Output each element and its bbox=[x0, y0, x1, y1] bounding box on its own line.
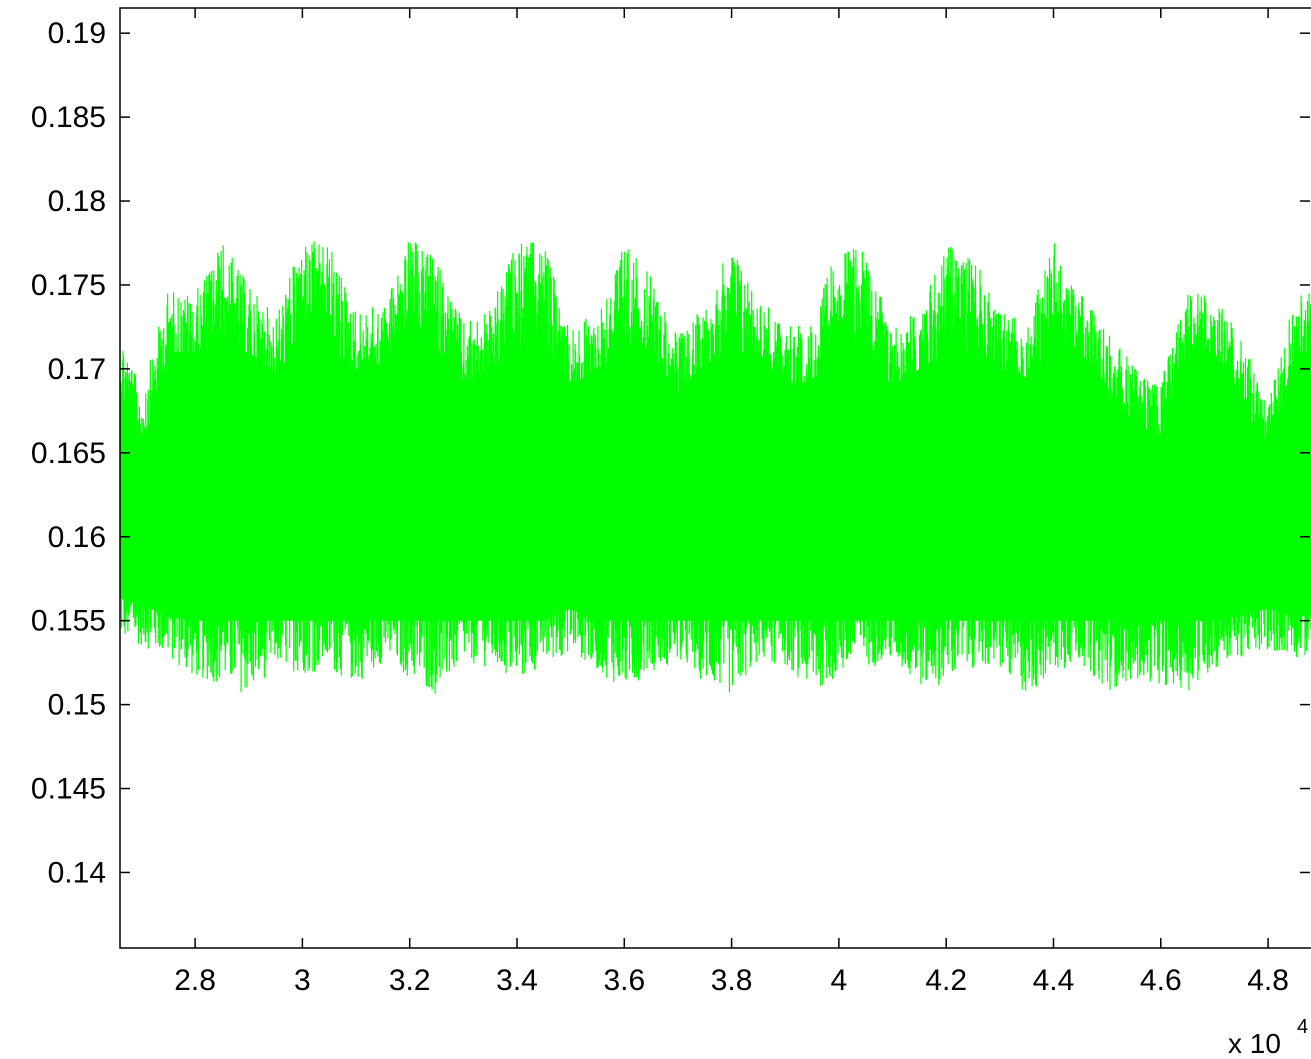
y-tick-label: 0.155 bbox=[31, 605, 106, 638]
labels-layer: 2.8 3 3.2 3.4 3.6 3.8 4 4.2 4.4 4.6 4.8 0.14 0.145 0.… bbox=[31, 17, 1289, 997]
y-tick-label: 0.16 bbox=[48, 521, 106, 554]
y-tick-label: 0.185 bbox=[31, 101, 106, 134]
y-tick-label: 0.145 bbox=[31, 773, 106, 806]
x-tick-label: 4.4 bbox=[1033, 964, 1075, 997]
series-layer bbox=[120, 241, 1311, 694]
x-tick-label: 3 bbox=[294, 964, 311, 997]
x-exponent-power: 4 bbox=[1297, 1016, 1308, 1038]
y-tick-label: 0.18 bbox=[48, 185, 106, 218]
x-exponent-label: x 10 bbox=[1228, 1028, 1281, 1059]
x-tick-label: 3.6 bbox=[603, 964, 645, 997]
axes-box bbox=[119, 7, 1311, 949]
series-core-band-0 bbox=[120, 352, 1311, 621]
y-tick-label: 0.175 bbox=[31, 269, 106, 302]
x-tick-label: 3.4 bbox=[496, 964, 538, 997]
y-tick-label: 0.165 bbox=[31, 437, 106, 470]
y-tick-label: 0.19 bbox=[48, 17, 106, 50]
x-tick-label: 3.8 bbox=[711, 964, 753, 997]
x-tick-label: 4 bbox=[831, 964, 848, 997]
x-tick-label: 4.2 bbox=[925, 964, 967, 997]
y-tick-label: 0.17 bbox=[48, 353, 106, 386]
x-tick-label: 3.2 bbox=[389, 964, 431, 997]
y-tick-label: 0.14 bbox=[48, 856, 106, 889]
x-tick-label: 2.8 bbox=[174, 964, 216, 997]
axes-layer bbox=[119, 7, 1311, 949]
x-tick-label: 4.8 bbox=[1247, 964, 1289, 997]
x-tick-label: 4.6 bbox=[1140, 964, 1182, 997]
y-tick-label: 0.15 bbox=[48, 689, 106, 722]
